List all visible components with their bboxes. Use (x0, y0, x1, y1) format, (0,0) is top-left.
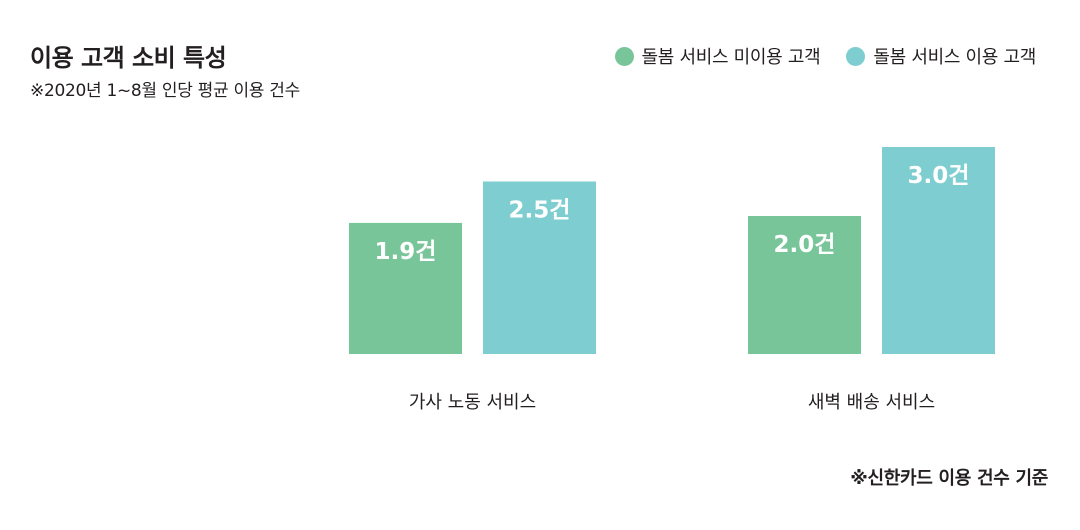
source-note: ※신한카드 이용 건수 기준 (850, 468, 1048, 489)
bar-housework-non-users (349, 222, 462, 354)
bar-housework-users (483, 181, 596, 354)
legend-item-users: 돌봄 서비스 이용 고객 (846, 43, 1036, 69)
data-label-dawn-delivery-non-users: 2.0건 (774, 232, 836, 258)
chart-title: 이용 고객 소비 특성 (30, 44, 227, 72)
legend-label-non-users: 돌봄 서비스 미이용 고객 (641, 47, 821, 68)
data-label-housework-users: 2.5건 (509, 198, 571, 224)
legend: 돌봄 서비스 미이용 고객 돌봄 서비스 이용 고객 (614, 43, 1036, 69)
bar-dawn-delivery-users (882, 147, 995, 354)
bar-dawn-delivery-non-users (748, 216, 861, 354)
data-label-housework-non-users: 1.9건 (375, 239, 437, 265)
chart-subtitle: ※2020년 1~8월 인당 평균 이용 건수 (30, 81, 300, 101)
data-label-dawn-delivery-users: 3.0건 (908, 163, 970, 189)
category-label-housework: 가사 노동 서비스 (409, 392, 536, 413)
legend-label-users: 돌봄 서비스 이용 고객 (873, 47, 1036, 68)
legend-swatch-users (846, 46, 866, 66)
legend-item-non-users: 돌봄 서비스 미이용 고객 (614, 43, 821, 69)
legend-swatch-non-users (614, 46, 634, 66)
category-label-dawn-delivery: 새벽 배송 서비스 (808, 392, 935, 413)
